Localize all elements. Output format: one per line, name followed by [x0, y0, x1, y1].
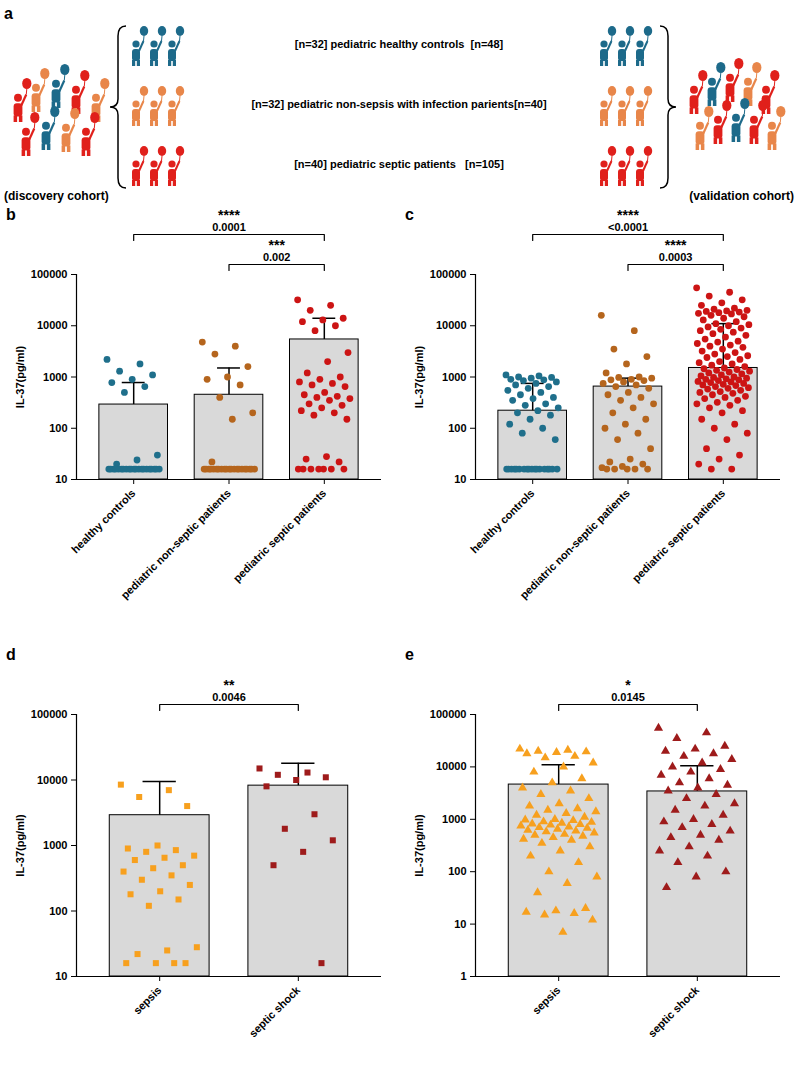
svg-text:10000: 10000: [436, 319, 467, 331]
svg-text:IL-37(pg/ml): IL-37(pg/ml): [14, 814, 26, 877]
svg-text:healthy controls: healthy controls: [468, 487, 537, 556]
svg-text:[n=32] pediatric healthy contr: [n=32] pediatric healthy controls [n=48]: [295, 38, 504, 50]
svg-text:0.0003: 0.0003: [658, 251, 693, 263]
svg-text:100000: 100000: [430, 708, 467, 720]
svg-text:****: ****: [617, 207, 639, 223]
svg-text:(validation cohort): (validation cohort): [689, 189, 794, 203]
svg-text:1000: 1000: [43, 371, 67, 383]
svg-text:IL-37(pg/ml): IL-37(pg/ml): [14, 346, 26, 409]
svg-text:1000: 1000: [442, 813, 466, 825]
svg-text:pediatric septic patients: pediatric septic patients: [630, 487, 728, 585]
svg-text:10000: 10000: [37, 774, 68, 786]
svg-text:pediatric non-septic patients: pediatric non-septic patients: [518, 487, 632, 601]
svg-text:pediatric non-septic patients: pediatric non-septic patients: [119, 487, 233, 601]
html-text:c: c: [405, 206, 414, 223]
svg-text:100: 100: [448, 422, 466, 434]
svg-text:1000: 1000: [442, 371, 466, 383]
svg-text:100: 100: [448, 865, 466, 877]
svg-text:100000: 100000: [31, 708, 68, 720]
svg-text:1: 1: [460, 970, 466, 982]
svg-text:a: a: [4, 5, 13, 22]
svg-text:10000: 10000: [37, 319, 68, 331]
svg-text:healthy controls: healthy controls: [69, 487, 138, 556]
svg-text:****: ****: [665, 237, 687, 253]
svg-text:****: ****: [218, 207, 240, 223]
svg-text:[n=32] pediatric non-sepsis wi: [n=32] pediatric non-sepsis with infecti…: [251, 98, 547, 110]
svg-text:<0.0001: <0.0001: [608, 221, 648, 233]
svg-text:100: 100: [49, 422, 67, 434]
svg-text:IL-37(pg/ml): IL-37(pg/ml): [413, 814, 425, 877]
svg-text:10: 10: [55, 970, 67, 982]
svg-text:[n=40] pediatric septic patien: [n=40] pediatric septic patients [n=105]: [294, 158, 504, 170]
svg-text:septic shock: septic shock: [646, 983, 702, 1039]
svg-text:10: 10: [454, 918, 466, 930]
svg-text:septic shock: septic shock: [247, 983, 303, 1039]
svg-text:0.0046: 0.0046: [212, 691, 246, 703]
svg-text:1000: 1000: [43, 839, 67, 851]
html-text:e: e: [405, 646, 414, 663]
html-text:b: b: [6, 206, 16, 223]
svg-text:***: ***: [268, 237, 285, 253]
svg-text:0.0001: 0.0001: [212, 221, 246, 233]
svg-text:10000: 10000: [436, 760, 467, 772]
svg-text:0.0145: 0.0145: [611, 691, 645, 703]
svg-text:100000: 100000: [31, 268, 68, 280]
svg-text:IL-37(pg/ml): IL-37(pg/ml): [413, 346, 425, 409]
svg-text:sepsis: sepsis: [131, 984, 164, 1017]
svg-text:**: **: [224, 677, 235, 693]
svg-text:sepsis: sepsis: [530, 984, 563, 1017]
svg-text:10: 10: [454, 473, 466, 485]
svg-text:100000: 100000: [430, 268, 467, 280]
svg-text:*: *: [625, 677, 631, 693]
svg-text:10: 10: [55, 473, 67, 485]
svg-text:100: 100: [49, 905, 67, 917]
svg-text:pediatric septic patients: pediatric septic patients: [231, 487, 329, 585]
svg-text:0.002: 0.002: [262, 251, 291, 263]
html-text:d: d: [6, 646, 16, 663]
svg-text:(discovery cohort): (discovery cohort): [4, 189, 109, 203]
